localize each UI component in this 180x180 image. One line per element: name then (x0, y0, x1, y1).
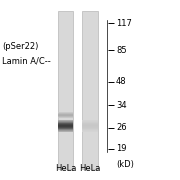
Text: Lamin A/C--: Lamin A/C-- (2, 57, 51, 66)
Text: (kD): (kD) (116, 160, 134, 169)
Text: HeLa: HeLa (79, 164, 101, 173)
Bar (82, 122, 98, 123)
Bar (58, 128, 73, 129)
Bar (58, 130, 73, 131)
Text: 48: 48 (116, 77, 127, 86)
Bar (58, 126, 73, 127)
Bar (82, 127, 98, 128)
Bar (58, 125, 73, 126)
Bar (82, 123, 98, 124)
Text: 19: 19 (116, 144, 127, 153)
Text: 34: 34 (116, 101, 127, 110)
Bar (82, 121, 98, 122)
Text: (pSer22): (pSer22) (2, 42, 38, 51)
Bar (58, 123, 73, 124)
Bar (58, 124, 73, 125)
Text: 85: 85 (116, 46, 127, 55)
Bar (82, 124, 98, 125)
Text: 117: 117 (116, 19, 132, 28)
Text: HeLa: HeLa (55, 164, 76, 173)
Bar (82, 130, 98, 131)
Bar (82, 120, 98, 121)
Bar (58, 127, 73, 128)
Bar (82, 11, 98, 169)
Text: 26: 26 (116, 123, 127, 132)
Bar (82, 128, 98, 129)
Bar (58, 11, 73, 169)
Bar (82, 125, 98, 126)
Bar (82, 126, 98, 127)
Bar (58, 131, 73, 132)
Bar (58, 129, 73, 130)
Bar (82, 131, 98, 132)
Bar (58, 122, 73, 123)
Bar (82, 129, 98, 130)
Bar (58, 120, 73, 121)
Bar (58, 121, 73, 122)
